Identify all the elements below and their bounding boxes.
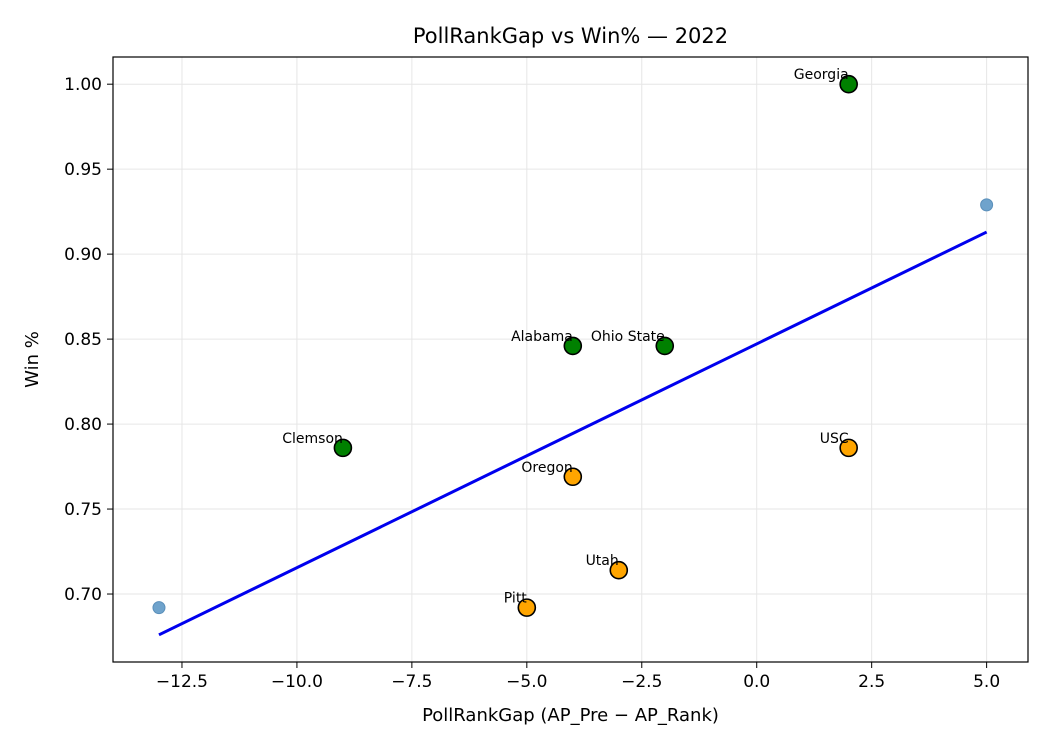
data-point-green (655, 336, 675, 356)
data-point-small (152, 601, 166, 615)
point-label: USC (820, 431, 849, 447)
data-point-orange (839, 438, 858, 458)
data-point-orange (609, 560, 629, 580)
data-point-green (333, 438, 353, 458)
y-tick-label: 0.90 (64, 245, 102, 265)
x-tick-label: −10.0 (271, 672, 323, 692)
plot-frame (112, 56, 1029, 663)
point-label: Utah (586, 553, 619, 569)
grid-lines (113, 57, 1028, 662)
y-tick-label: 0.85 (64, 330, 102, 350)
x-tick-label: 2.5 (858, 672, 885, 692)
y-axis-label: Win % (22, 331, 43, 388)
point-label: Oregon (521, 460, 572, 476)
point-label: Clemson (282, 431, 343, 447)
x-tick-label: −7.5 (391, 672, 432, 692)
data-point-small (980, 198, 994, 212)
x-tick-label: −5.0 (506, 672, 547, 692)
trend-line-group (158, 230, 988, 637)
data-points (152, 74, 994, 617)
y-tick-label: 1.00 (64, 75, 102, 95)
x-axis-ticks: −12.5 −10.0 −7.5 −5.0 −2.5 0.0 2.5 5.0 (156, 662, 1000, 692)
y-tick-label: 0.75 (64, 500, 102, 520)
x-tick-label: −12.5 (156, 672, 208, 692)
x-tick-label: 5.0 (973, 672, 1000, 692)
y-axis-ticks: 0.70 0.75 0.80 0.85 0.90 0.95 1.00 (64, 75, 113, 605)
chart-title: PollRankGap vs Win% — 2022 (413, 24, 728, 48)
y-tick-label: 0.95 (64, 160, 102, 180)
point-label: Pitt (504, 591, 528, 607)
data-point-orange (563, 467, 583, 487)
point-label: Ohio State (591, 329, 665, 345)
trend-line (158, 230, 988, 637)
data-point-orange (517, 598, 537, 617)
y-tick-label: 0.80 (64, 415, 102, 435)
point-label: Georgia (794, 67, 849, 83)
data-point-green (563, 336, 583, 356)
x-tick-label: 0.0 (743, 672, 770, 692)
x-axis-label: PollRankGap (AP_Pre − AP_Rank) (422, 705, 719, 726)
x-tick-label: −2.5 (621, 672, 662, 692)
data-point-green (839, 74, 858, 94)
point-labels: Georgia Alabama Ohio State Clemson USC Oregon… (282, 67, 849, 606)
point-label: Alabama (511, 329, 573, 345)
y-tick-label: 0.70 (64, 585, 102, 605)
